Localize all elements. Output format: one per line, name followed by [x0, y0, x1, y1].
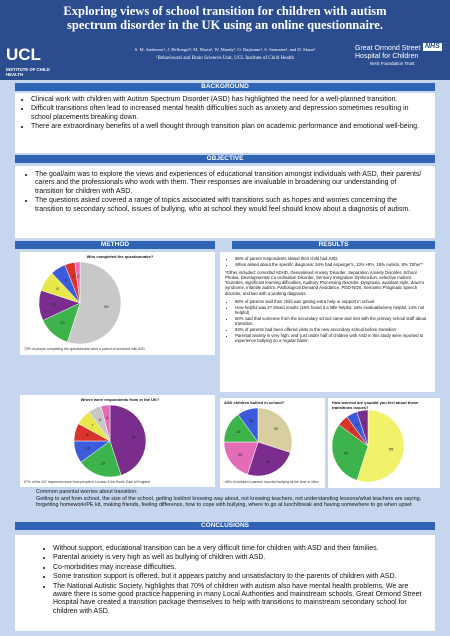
pie-slice	[257, 407, 293, 453]
bullet: Without support, educational transition …	[53, 545, 425, 553]
slice-label: 15	[236, 429, 241, 434]
chart-panel: Who completed the questionnaire? 55 13 12 8…	[20, 252, 215, 355]
slice-label: 7	[91, 423, 94, 428]
slice-label: 5	[356, 422, 359, 427]
chart-title: ASD children bullied in school?	[224, 400, 285, 405]
gosh-line1: Great Ormond Street	[355, 45, 421, 52]
slice-label: 30	[274, 426, 279, 431]
results-box: 95% of parent respondents stated their c…	[220, 252, 435, 392]
chart-panel: ASD children bullied in school? 30 25 20 15…	[220, 398, 325, 488]
nhs-badge: NHS	[423, 43, 442, 51]
slice-label: 55	[104, 304, 109, 309]
bullet: When asked about the specific diagnosis:…	[235, 262, 430, 267]
worries-heading: Common parental worries about transition…	[36, 489, 138, 495]
bullet: 83% of parents had been offered visits t…	[235, 327, 430, 332]
pie-chart: 30 25 20 15 10	[223, 407, 293, 477]
section-heading: METHOD	[15, 241, 215, 249]
bullet: Parental anxiety is very high as well as…	[53, 554, 425, 562]
slice-label: 6	[65, 278, 68, 283]
slice-label: 8	[56, 286, 59, 291]
chart-title: How worried are you/did you feel about t…	[332, 400, 419, 410]
bullet: Difficult transitions often lead to incr…	[31, 105, 429, 122]
bullet-list: The goal/aim was to explore the views an…	[25, 171, 425, 214]
pie-slice	[356, 409, 369, 447]
slice-label: 25	[266, 459, 271, 464]
objective-box: The goal/aim was to explore the views an…	[15, 166, 435, 238]
slice-label: 20	[101, 460, 106, 465]
pie-slice	[237, 407, 259, 443]
pie-slice	[356, 409, 405, 483]
bullet: Parental anxiety is very high, and 'just…	[235, 333, 430, 343]
slice-label: 10	[249, 418, 254, 423]
bullet-list: Clinical work with children with Autism …	[21, 96, 429, 132]
section-heading: OBJECTIVE	[15, 155, 435, 163]
chart-panel: Where were respondents from in the UK? 4…	[20, 395, 215, 487]
pie-slice	[247, 441, 291, 477]
ucl-subtitle: INSTITUTE OF CHILD HEALTH	[6, 67, 50, 77]
header: UCL INSTITUTE OF CHILD HEALTH Exploring …	[0, 0, 450, 80]
section-heading: CONCLUSIONS	[15, 522, 435, 530]
bullet: There are extraordinary benefits of a we…	[31, 123, 429, 131]
pie-slice	[331, 424, 369, 481]
ucl-logo: UCL INSTITUTE OF CHILD HEALTH	[6, 46, 58, 77]
ucl-name: UCL	[6, 45, 41, 64]
slice-label: 30	[344, 450, 349, 455]
bullet-list: 68% of parents said their child was gett…	[225, 299, 430, 344]
background-box: Clinical work with children with Autism …	[15, 93, 435, 153]
pie-slice	[74, 261, 81, 304]
gosh-line2: Hospital for Children	[355, 53, 419, 60]
pie-slice	[80, 440, 122, 478]
authors: S. M. Anderson¹, J. Hellriegel¹, M. Mari…	[134, 47, 316, 52]
chart-panel: How worried are you/did you feel about t…	[328, 398, 440, 488]
bullet-list: 95% of parent respondents stated their c…	[225, 256, 430, 267]
bullet: How helpful was it? Mixed results (19% f…	[235, 305, 430, 315]
bullet: Some transition support is offered, but …	[53, 573, 425, 581]
worries: Common parental worries about transition…	[36, 489, 426, 509]
chart-title: Who completed the questionnaire?	[86, 254, 154, 259]
chart-caption: ~46% of children's parents reported bull…	[223, 480, 319, 484]
slice-label: 12	[51, 302, 56, 307]
slice-label: 45	[131, 434, 136, 439]
bullet: Clinical work with children with Autism …	[31, 96, 429, 104]
note: *Other included: comorbid ADHD, Generali…	[225, 270, 424, 296]
slice-label: 55	[389, 447, 394, 452]
pie-chart: 45 20 10 876 4	[73, 404, 147, 478]
bullet: 68% of parents said their child was gett…	[235, 299, 430, 304]
chart-title: Where were respondents from in the UK?	[80, 397, 160, 402]
pie-slice	[100, 404, 111, 442]
poster-title: Exploring views of school transition for…	[63, 4, 387, 32]
bullet-list: Without support, educational transition …	[43, 545, 425, 616]
slice-label: 20	[238, 452, 243, 457]
slice-label: 4	[72, 274, 75, 279]
worries-text: Getting to and from school, the size of …	[36, 495, 422, 509]
bullet: 95% of parent respondents stated their c…	[235, 256, 430, 261]
slice-label: 6	[99, 417, 102, 422]
slice-label: 8	[86, 432, 89, 437]
gosh-logo: NHS Great Ormond Street Hospital for Chi…	[355, 43, 445, 67]
pie-slice	[109, 404, 147, 476]
conclusions-box: Without support, educational transition …	[15, 535, 435, 631]
slice-label: 5	[363, 420, 366, 425]
chart-caption: 70% of people completing the questionnai…	[24, 347, 146, 351]
section-heading: BACKGROUND	[15, 83, 435, 91]
pie-chart: 55 13 12 8 64 2	[38, 261, 122, 345]
chart-caption: 67% of the 447 responses were from peopl…	[24, 480, 150, 484]
bullet: The National Autistic Society, highlight…	[53, 583, 425, 617]
pie-slice	[67, 261, 122, 345]
bullet: 60% said that someone from the secondary…	[235, 316, 430, 326]
section-heading: RESULTS	[232, 241, 435, 249]
slice-label: 2	[77, 273, 80, 278]
slice-label: 13	[60, 320, 65, 325]
bullet: The goal/aim was to explore the views an…	[35, 171, 425, 196]
affiliation: ¹Behavioural and Brain Sciences Unit, UC…	[156, 56, 294, 61]
pie-slice	[223, 441, 259, 475]
bullet: Co-morbidities may increase difficulties…	[53, 564, 425, 572]
slice-label: 10	[86, 445, 91, 450]
slice-label: 5	[350, 427, 353, 432]
bullet: The questions asked covered a range of t…	[35, 197, 425, 214]
gosh-trust: NHS Foundation Trust	[370, 61, 415, 66]
slice-label: 4	[106, 415, 109, 420]
